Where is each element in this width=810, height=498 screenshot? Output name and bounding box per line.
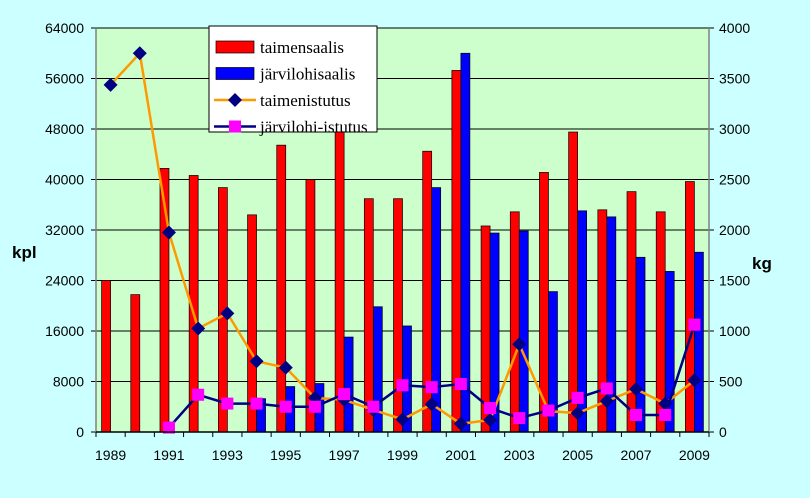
marker-järvilohi-istutus: [367, 400, 380, 413]
legend-label: taimensaalis: [260, 38, 344, 57]
marker-taimenistutus: [220, 306, 235, 321]
legend-label: järvilohisaalis: [259, 65, 355, 84]
marker-taimenistutus: [395, 412, 410, 427]
y-tick-label-left: 56000: [45, 71, 84, 87]
marker-järvilohi-istutus: [454, 378, 467, 391]
y-tick-label-left: 8000: [53, 374, 84, 390]
x-tick-label: 1999: [387, 447, 418, 463]
bar-järvilohisaalis: [431, 187, 442, 433]
marker-taimenistutus: [629, 382, 644, 397]
marker-järvilohi-istutus: [600, 382, 613, 395]
marker-taimenistutus: [512, 337, 527, 352]
marker-taimenistutus: [103, 77, 118, 92]
legend-label: järvilohi-istutus: [259, 118, 368, 137]
marker-järvilohi-istutus: [688, 318, 701, 331]
bar-taimensaalis: [334, 131, 345, 433]
marker-järvilohi-istutus: [630, 408, 643, 421]
bar-taimensaalis: [393, 198, 403, 433]
bar-taimensaalis: [509, 211, 520, 433]
y-axis-label-right: kg: [752, 254, 772, 273]
x-tick-label: 2007: [620, 447, 651, 463]
marker-taimenistutus: [424, 397, 439, 412]
bar-taimensaalis: [130, 294, 141, 433]
y-axis-label-left: kpl: [12, 243, 37, 262]
bar-taimensaalis: [363, 198, 374, 433]
marker-järvilohi-istutus: [338, 388, 351, 401]
marker-järvilohi-istutus: [250, 397, 263, 410]
y-tick-label-right: 2500: [719, 172, 750, 188]
x-tick-label: 1991: [153, 447, 184, 463]
y-tick-label-left: 32000: [45, 222, 84, 238]
bar-järvilohisaalis: [460, 52, 471, 433]
marker-taimenistutus: [249, 354, 264, 369]
x-tick-label: 1993: [212, 447, 243, 463]
y-tick-label-left: 24000: [45, 273, 84, 289]
x-tick-label: 2005: [562, 447, 593, 463]
y-tick-label-right: 3000: [719, 121, 750, 137]
y-tick-label-right: 1500: [719, 273, 750, 289]
x-tick-label: 2009: [679, 447, 710, 463]
y-tick-label-right: 2000: [719, 222, 750, 238]
marker-taimenistutus: [453, 416, 468, 431]
marker-järvilohi-istutus: [221, 397, 234, 410]
y-tick-label-left: 64000: [45, 20, 84, 36]
bar-taimensaalis: [685, 181, 695, 433]
marker-järvilohi-istutus: [571, 391, 584, 404]
bar-taimensaalis: [626, 191, 637, 433]
marker-järvilohi-istutus: [659, 408, 672, 421]
marker-järvilohi-istutus: [484, 402, 497, 415]
legend-marker: [229, 120, 241, 133]
legend-swatch: [215, 67, 255, 80]
legend-label: taimenistutus: [260, 91, 351, 110]
x-tick-label: 1997: [329, 447, 360, 463]
y-tick-label-left: 48000: [45, 121, 84, 137]
bar-taimensaalis: [101, 280, 111, 433]
legend-marker: [228, 93, 242, 107]
marker-taimenistutus: [161, 225, 176, 240]
marker-järvilohi-istutus: [192, 388, 205, 401]
marker-järvilohi-istutus: [425, 381, 438, 394]
bar-taimensaalis: [276, 144, 287, 433]
bar-järvilohisaalis: [518, 230, 529, 433]
legend-swatch: [215, 40, 255, 54]
marker-järvilohi-istutus: [396, 379, 409, 392]
marker-taimenistutus: [132, 46, 147, 61]
marker-taimenistutus: [570, 406, 585, 421]
marker-taimenistutus: [599, 394, 614, 409]
x-tick-label: 1989: [95, 447, 126, 463]
bar-taimensaalis: [568, 131, 578, 433]
marker-järvilohi-istutus: [542, 404, 555, 417]
y-tick-label-right: 4000: [719, 20, 750, 36]
y-tick-label-right: 3500: [719, 71, 750, 87]
y-tick-label-right: 500: [719, 374, 743, 390]
y-tick-label-left: 0: [76, 424, 84, 440]
marker-järvilohi-istutus: [513, 412, 526, 425]
legend: taimensaalis järvilohisaalis taimenistutus…: [208, 25, 378, 137]
y-tick-label-left: 40000: [45, 172, 84, 188]
marker-taimenistutus: [687, 373, 702, 388]
x-tick-label: 2001: [445, 447, 476, 463]
y-tick-label-right: 1000: [719, 323, 750, 339]
marker-taimenistutus: [191, 321, 206, 336]
marker-järvilohi-istutus: [279, 400, 292, 413]
bar-järvilohisaalis: [694, 251, 704, 433]
x-tick-label: 1995: [270, 447, 301, 463]
bar-järvilohisaalis: [635, 256, 646, 433]
bar-taimensaalis: [451, 70, 462, 433]
bar-järvilohisaalis: [343, 336, 354, 433]
marker-järvilohi-istutus: [308, 400, 321, 413]
marker-taimenistutus: [278, 360, 293, 375]
x-tick-label: 2003: [504, 447, 535, 463]
y-tick-label-left: 16000: [45, 323, 84, 339]
y-tick-label-right: 0: [719, 424, 727, 440]
marker-järvilohi-istutus: [162, 421, 175, 434]
marker-taimenistutus: [483, 413, 498, 428]
